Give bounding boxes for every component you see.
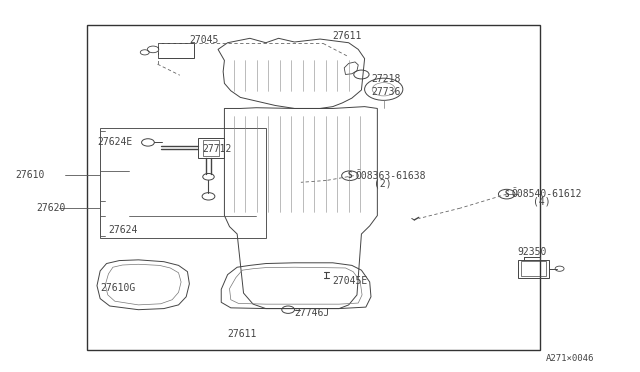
Bar — [518, 260, 549, 278]
Bar — [198, 138, 225, 158]
Text: 27624: 27624 — [108, 225, 138, 235]
Circle shape — [499, 189, 515, 199]
Text: 27611: 27611 — [333, 32, 362, 41]
Text: 27712: 27712 — [203, 144, 232, 154]
Text: 27620: 27620 — [36, 203, 66, 213]
Text: 92350: 92350 — [518, 247, 547, 257]
Text: 27045E: 27045E — [333, 276, 368, 286]
Bar — [203, 140, 220, 156]
Text: 27610G: 27610G — [100, 283, 136, 292]
Circle shape — [342, 171, 358, 180]
Text: 27624E: 27624E — [97, 137, 132, 147]
Text: 27746J: 27746J — [294, 308, 330, 318]
Text: Õ08540-61612: Õ08540-61612 — [511, 189, 582, 199]
Bar — [521, 261, 546, 276]
Text: Õ08363-61638: Õ08363-61638 — [355, 171, 426, 181]
Text: A271×0046: A271×0046 — [546, 354, 595, 363]
Text: (2): (2) — [374, 179, 392, 188]
Text: 27611: 27611 — [228, 330, 257, 339]
Bar — [88, 25, 540, 350]
Bar — [100, 128, 266, 238]
Text: (4): (4) — [534, 197, 551, 207]
Text: S: S — [348, 171, 352, 180]
Bar — [157, 44, 195, 58]
Text: S: S — [504, 190, 509, 199]
Text: 27218: 27218 — [371, 74, 401, 84]
Text: 27045: 27045 — [189, 35, 219, 45]
Text: 27610: 27610 — [15, 170, 45, 180]
Text: 27736: 27736 — [371, 87, 401, 97]
